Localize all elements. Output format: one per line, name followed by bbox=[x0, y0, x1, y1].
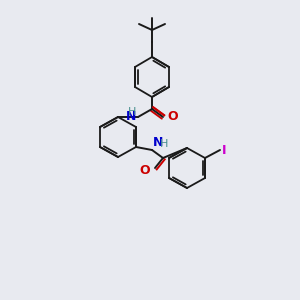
Text: O: O bbox=[140, 164, 150, 176]
Text: N: N bbox=[126, 110, 136, 124]
Text: H: H bbox=[128, 107, 136, 117]
Text: N: N bbox=[153, 136, 164, 149]
Text: I: I bbox=[222, 143, 226, 157]
Text: O: O bbox=[167, 110, 178, 124]
Text: H: H bbox=[160, 139, 168, 149]
